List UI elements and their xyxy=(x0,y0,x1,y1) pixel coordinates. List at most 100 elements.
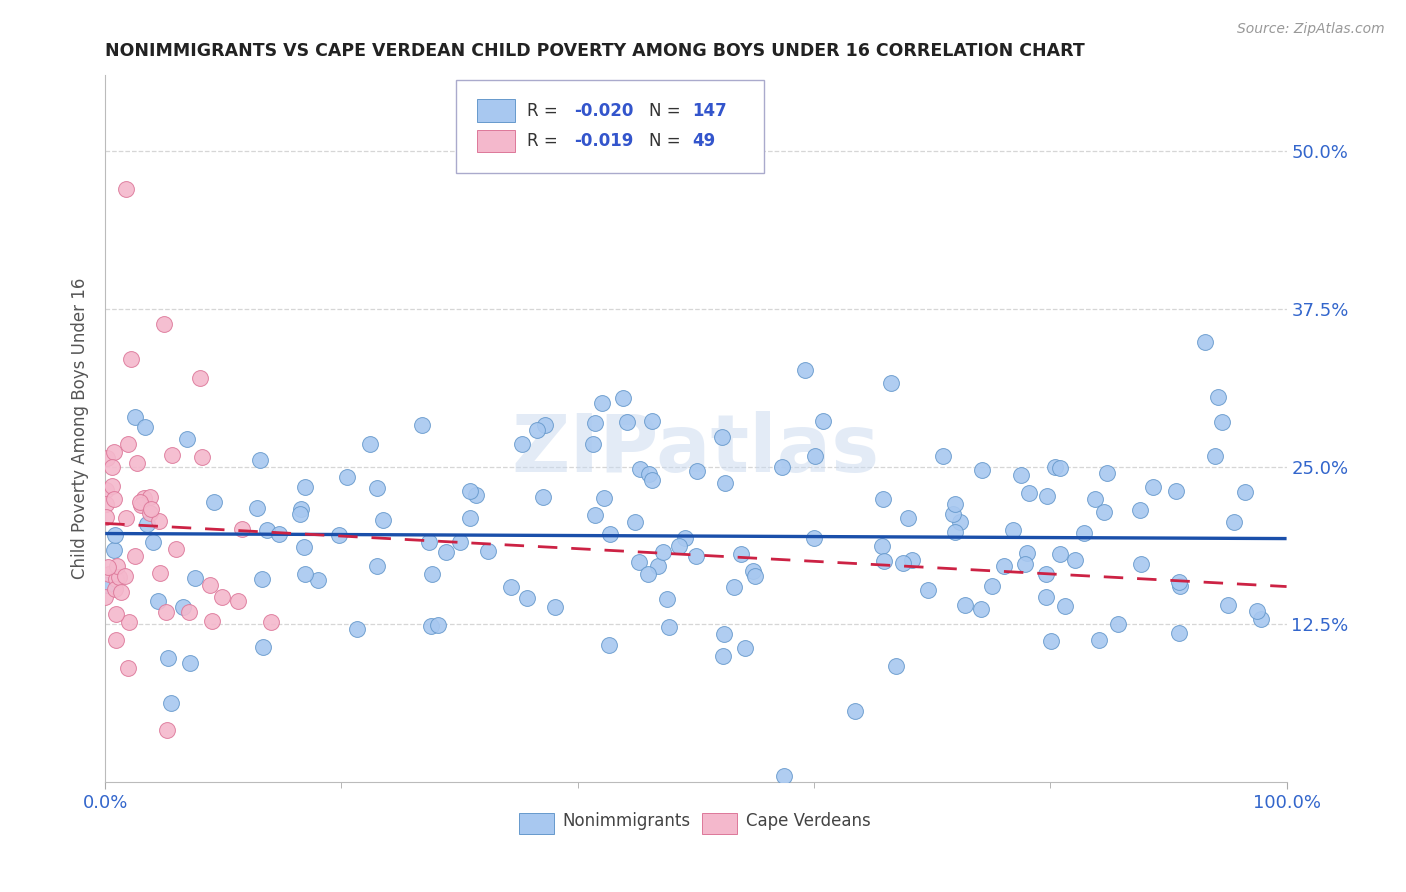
Point xyxy=(591,396,613,410)
Point xyxy=(110,584,132,599)
Point xyxy=(104,582,127,596)
Text: N =: N = xyxy=(648,132,686,150)
Point xyxy=(943,525,966,540)
Point xyxy=(657,592,679,607)
Point xyxy=(103,444,125,458)
Point xyxy=(105,632,128,647)
Point xyxy=(142,535,165,549)
Point xyxy=(970,602,993,616)
Point xyxy=(534,417,557,432)
Point xyxy=(418,534,440,549)
Point xyxy=(117,661,139,675)
Point xyxy=(685,549,707,563)
Point xyxy=(159,696,181,710)
Point xyxy=(190,450,212,464)
Point xyxy=(94,591,117,605)
Point xyxy=(713,626,735,640)
Point xyxy=(465,488,488,502)
Point xyxy=(177,605,200,619)
Point xyxy=(794,362,817,376)
Point xyxy=(290,502,312,516)
Point xyxy=(970,463,993,477)
Point xyxy=(359,437,381,451)
FancyBboxPatch shape xyxy=(478,99,515,122)
Point xyxy=(107,569,129,583)
Point xyxy=(104,572,127,586)
Point xyxy=(686,464,709,478)
Point xyxy=(179,656,201,670)
Point xyxy=(202,495,225,509)
Point xyxy=(307,573,329,587)
Point xyxy=(941,507,963,521)
Point xyxy=(583,508,606,523)
Point xyxy=(434,545,457,559)
Point xyxy=(1168,626,1191,640)
Point xyxy=(1049,547,1071,561)
Point xyxy=(160,449,183,463)
Point xyxy=(104,528,127,542)
Point xyxy=(1097,466,1119,480)
Point xyxy=(156,723,179,737)
Text: NONIMMIGRANTS VS CAPE VERDEAN CHILD POVERTY AMONG BOYS UNDER 16 CORRELATION CHAR: NONIMMIGRANTS VS CAPE VERDEAN CHILD POVE… xyxy=(105,42,1085,60)
Point xyxy=(114,511,136,525)
Point xyxy=(1014,557,1036,571)
Point xyxy=(420,619,443,633)
Point xyxy=(1168,578,1191,592)
Point xyxy=(328,528,350,542)
Point xyxy=(124,549,146,563)
Point xyxy=(1043,460,1066,475)
Point xyxy=(118,615,141,629)
Point xyxy=(120,352,142,367)
Point xyxy=(870,539,893,553)
Point xyxy=(730,547,752,561)
Point xyxy=(172,599,194,614)
Point xyxy=(246,501,269,516)
Point xyxy=(201,614,224,628)
Point xyxy=(1035,489,1057,503)
Text: R =: R = xyxy=(527,102,562,120)
Point xyxy=(117,437,139,451)
Point xyxy=(1107,616,1129,631)
Point xyxy=(94,497,117,511)
Point xyxy=(94,510,117,524)
Point xyxy=(917,582,939,597)
Point xyxy=(96,450,118,465)
Point xyxy=(773,769,796,783)
Point xyxy=(1204,449,1226,463)
Point xyxy=(673,531,696,545)
Point xyxy=(897,510,920,524)
Point xyxy=(1223,515,1246,529)
Point xyxy=(260,615,283,629)
Point xyxy=(141,502,163,516)
Point xyxy=(628,555,651,569)
Point xyxy=(155,605,177,619)
Point xyxy=(668,539,690,553)
Point xyxy=(628,462,651,476)
Point xyxy=(294,566,316,581)
Point xyxy=(949,515,972,529)
Point xyxy=(1049,461,1071,475)
Point xyxy=(252,640,274,655)
Point xyxy=(872,491,894,506)
Point xyxy=(1129,503,1152,517)
Point xyxy=(1084,492,1107,507)
Point xyxy=(134,420,156,434)
Point xyxy=(723,580,745,594)
Point xyxy=(371,513,394,527)
Point xyxy=(267,527,290,541)
Point xyxy=(249,453,271,467)
Point xyxy=(165,542,187,557)
Point xyxy=(744,568,766,582)
Point xyxy=(96,483,118,497)
Point xyxy=(1142,480,1164,494)
Point xyxy=(510,436,533,450)
Point xyxy=(366,482,388,496)
Text: -0.019: -0.019 xyxy=(574,132,634,150)
Point xyxy=(176,432,198,446)
Text: Source: ZipAtlas.com: Source: ZipAtlas.com xyxy=(1237,22,1385,37)
Point xyxy=(477,543,499,558)
Point xyxy=(1194,334,1216,349)
Point xyxy=(1039,633,1062,648)
Point xyxy=(1035,567,1057,582)
Point xyxy=(598,638,620,652)
